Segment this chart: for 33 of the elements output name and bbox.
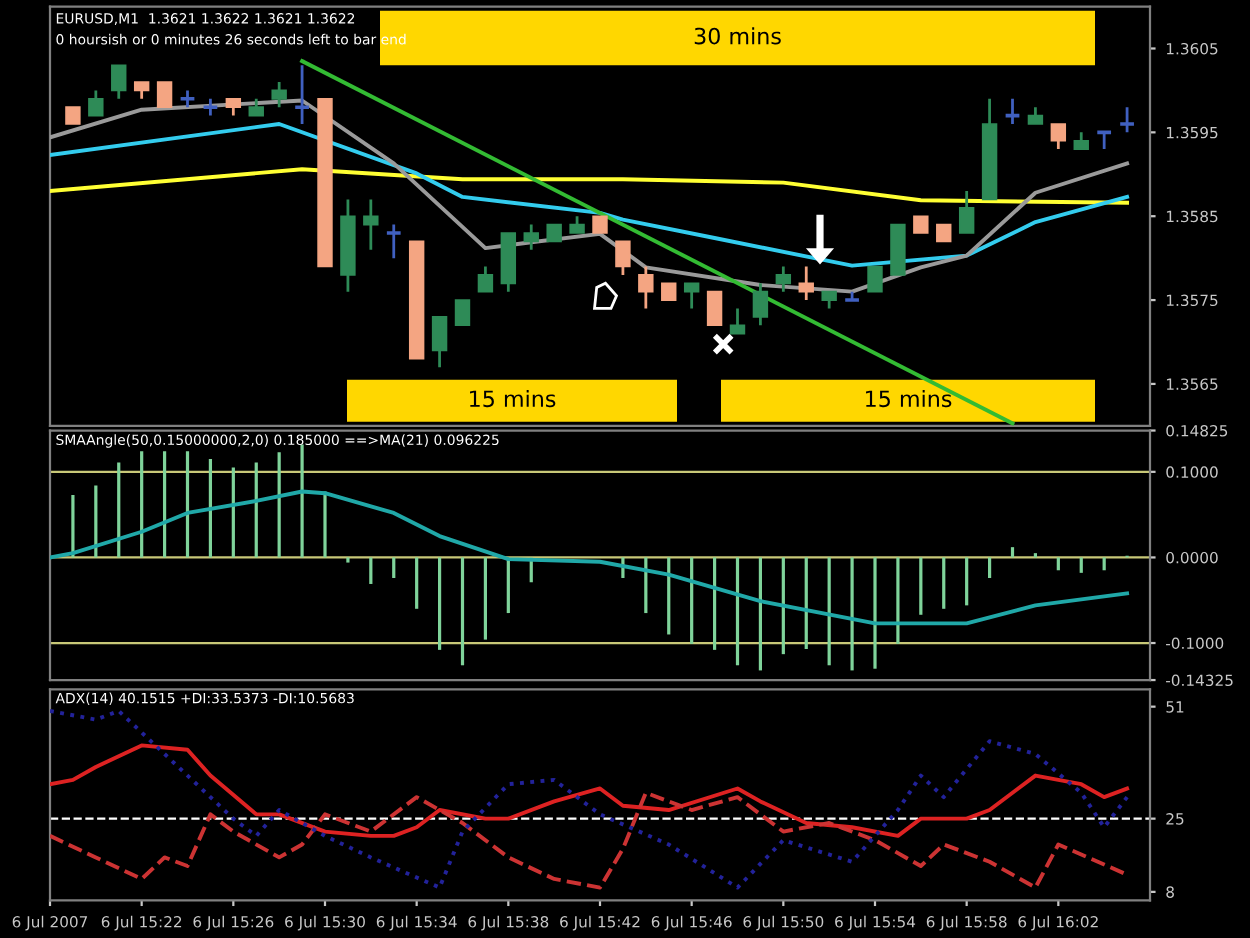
candlestick <box>293 63 311 126</box>
candlestick <box>615 239 631 277</box>
candlestick <box>454 299 471 327</box>
candlestick <box>363 198 379 252</box>
annotation: 15 mins <box>866 389 952 408</box>
candlestick <box>867 265 883 293</box>
candlestick <box>729 307 746 335</box>
candlestick <box>88 89 104 117</box>
candlestick <box>111 63 127 101</box>
candlestick <box>385 223 403 260</box>
line-series <box>50 98 1130 294</box>
candlestick <box>431 315 448 369</box>
candlestick <box>683 281 700 310</box>
line-series <box>50 790 1130 890</box>
line-series <box>50 489 1130 626</box>
candlestick <box>706 290 723 327</box>
candlestick <box>271 80 287 109</box>
candlestick <box>523 223 539 252</box>
candlestick <box>477 265 494 294</box>
candlestick <box>775 265 792 294</box>
line-series <box>50 167 1130 205</box>
candlestick <box>1050 122 1067 151</box>
line-series <box>50 743 1130 838</box>
line-series <box>50 122 1130 268</box>
candlestick <box>958 189 975 235</box>
candlestick <box>638 265 654 310</box>
candlestick <box>798 265 814 302</box>
candlestick <box>1118 105 1136 134</box>
annotation: 15 mins <box>470 389 556 408</box>
annotation: 30 mins <box>694 27 781 45</box>
candlestick <box>156 81 173 109</box>
line-series <box>50 709 1130 890</box>
candlestick <box>752 281 769 327</box>
